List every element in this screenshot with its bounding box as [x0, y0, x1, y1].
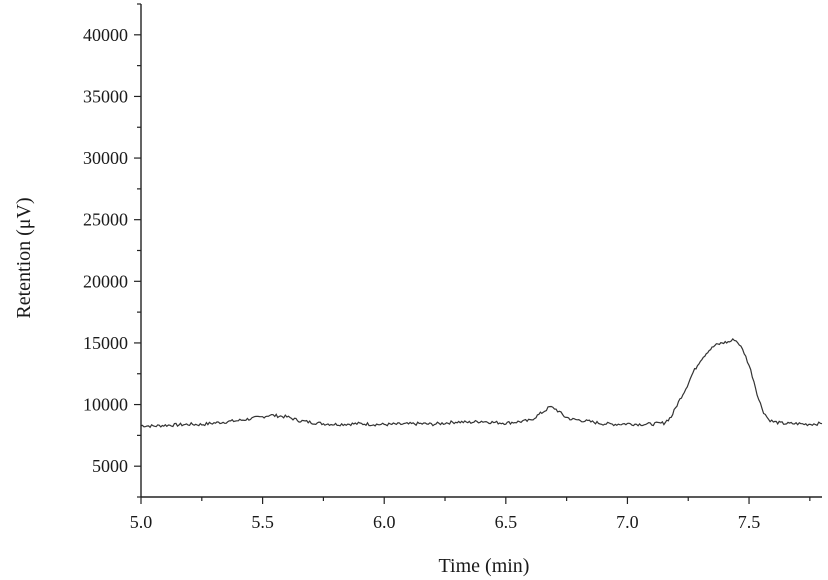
x-tick-label: 6.0	[373, 512, 396, 532]
y-axis: 5000 10000 15000 20000 25000 30000 35000 40000	[83, 3, 142, 498]
x-axis: 5.0 5.5 6.0 6.5 7.0 7.5	[130, 496, 822, 532]
y-tick-label: 40000	[83, 25, 128, 45]
y-tick-label: 20000	[83, 271, 128, 291]
y-axis-title: Retention (μV)	[13, 197, 35, 318]
x-tick-label: 7.5	[738, 512, 761, 532]
y-tick-label: 25000	[83, 210, 128, 230]
y-tick-label: 35000	[83, 86, 128, 106]
signal-line	[140, 337, 823, 429]
y-tick-label: 10000	[83, 395, 128, 415]
x-axis-title: Time (min)	[439, 555, 530, 577]
x-tick-label: 5.0	[130, 512, 153, 532]
y-tick-label: 15000	[83, 333, 128, 353]
x-tick-label: 5.5	[251, 512, 274, 532]
x-tick-label: 6.5	[495, 512, 518, 532]
y-tick-label: 5000	[92, 456, 128, 476]
y-tick-label: 30000	[83, 148, 128, 168]
x-tick-label: 7.0	[616, 512, 639, 532]
plot-area	[140, 337, 823, 429]
